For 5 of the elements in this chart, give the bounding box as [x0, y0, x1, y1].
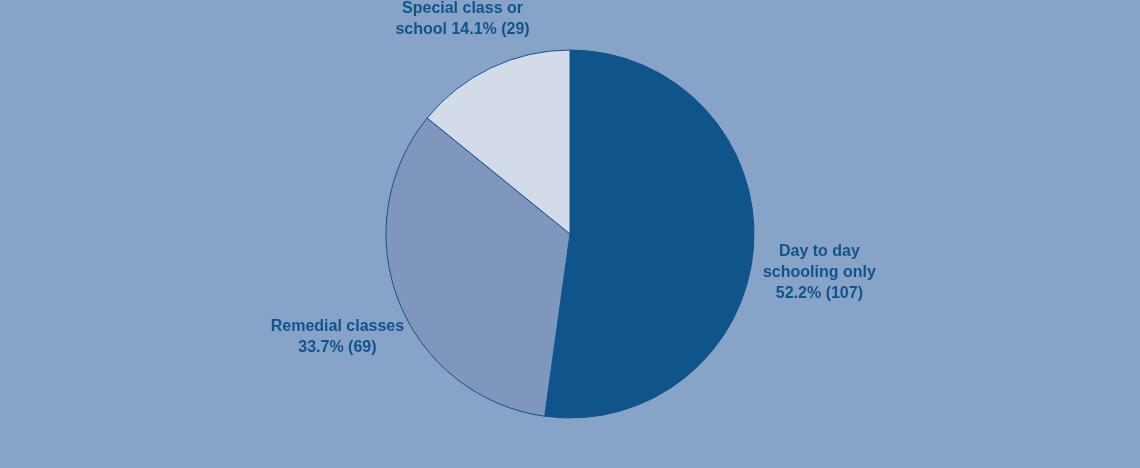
- slice-label: Day to day schooling only: [762, 242, 876, 281]
- data-label: 33.7% (69): [298, 337, 377, 355]
- slice-label: Remedial classes: [270, 316, 405, 334]
- slice-label: Special class or school 14.1% (29): [395, 0, 530, 38]
- data-label: 52.2% (107): [775, 284, 863, 302]
